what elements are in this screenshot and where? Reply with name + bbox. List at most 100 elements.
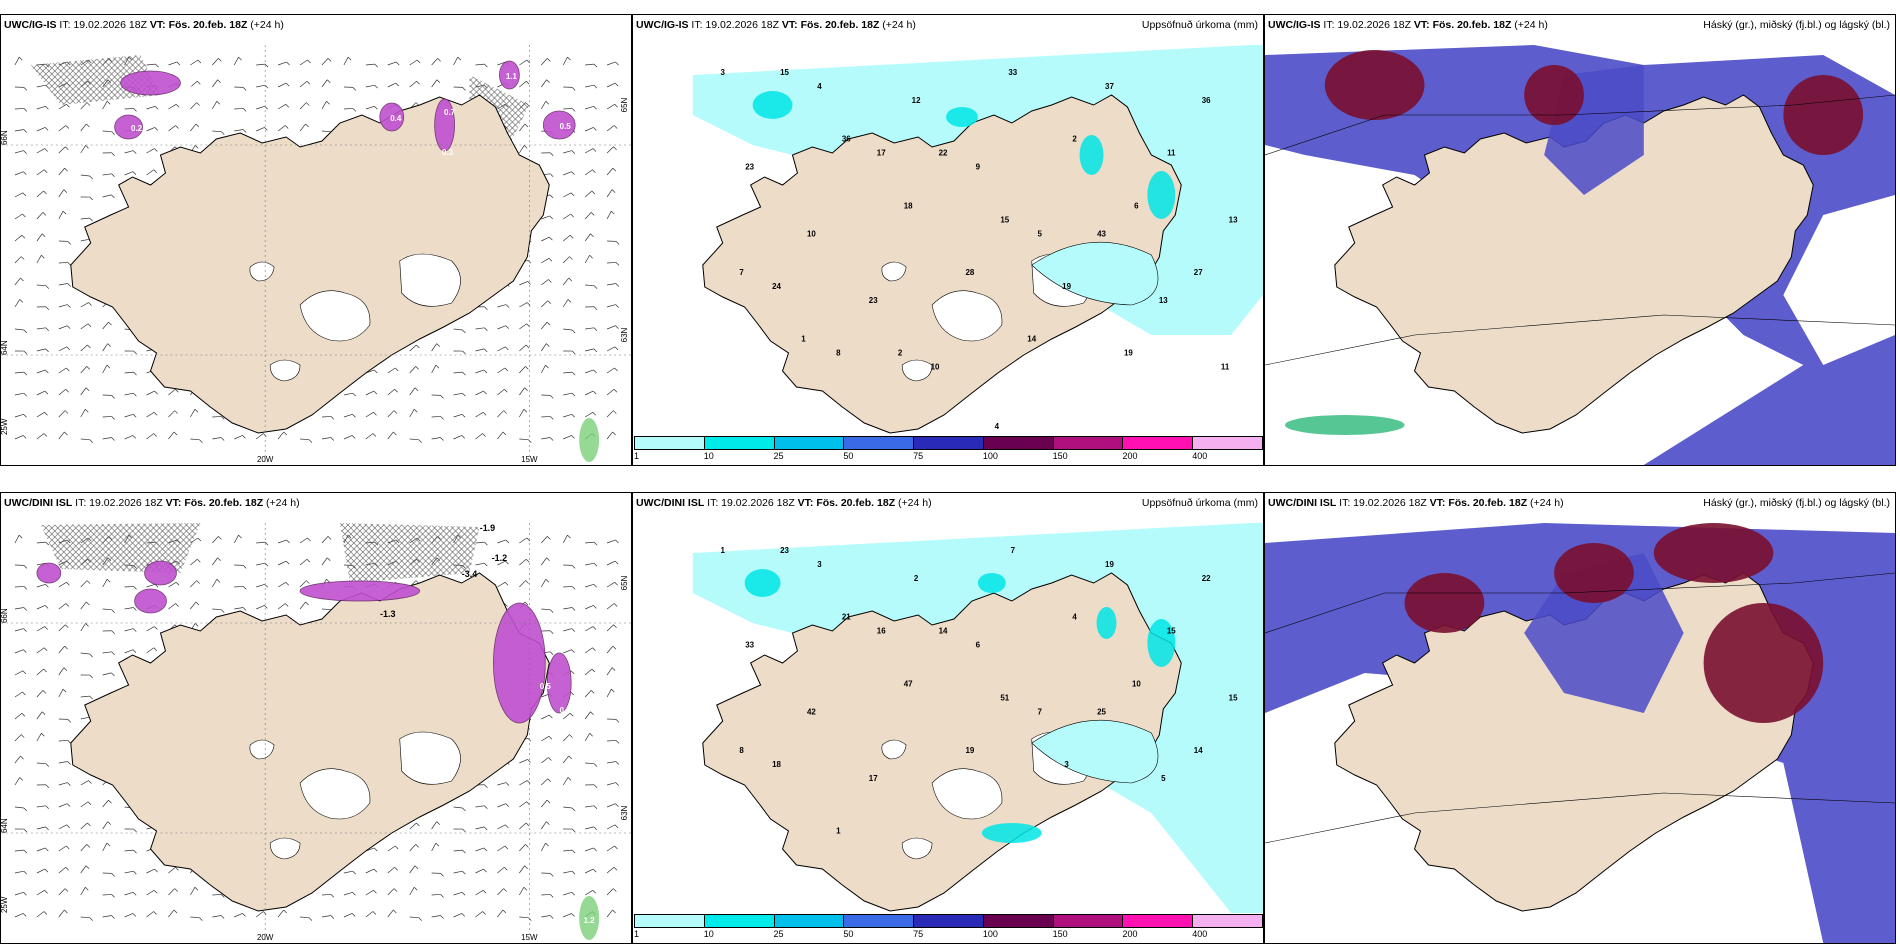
lat-label: 64N [1,340,9,355]
colorbar-tick: 200 [1122,451,1138,461]
init-time: IT: 19.02.2026 18Z [1323,19,1411,31]
valid-time: VT: Fös. 20.feb. 18Z [797,497,896,509]
colorbar-swatch [843,436,915,450]
precip-value-label: 2 [898,349,903,358]
colorbar-swatch [773,436,845,450]
colorbar-tick: 400 [1192,929,1208,939]
precip-value-label: 19 [1105,560,1114,569]
precip-value-label: 13 [1159,296,1168,305]
precip-value-label: 8 [836,349,841,358]
precip-value-label: 1 [721,546,726,555]
precip-value-label: 16 [877,627,886,636]
precip-value-label: 5 [1037,229,1042,238]
colorbar-tick: 1 [634,929,640,939]
valid-time: VT: Fös. 20.feb. 18Z [1429,497,1528,509]
precip-value-label: 15 [780,68,789,77]
lon-label: 20W [257,933,274,942]
colorbar-swatch [913,436,984,450]
colorbar-tick: 50 [843,929,854,939]
cloud-panel-dini: UWC/DINI ISL IT: 19.02.2026 18Z VT: Fös.… [1264,492,1896,944]
field-value-label: -1.9 [480,523,495,533]
field-value-label: 0.4 [390,114,402,123]
colorbar-tick: 150 [1052,451,1068,461]
precip-value-label: 36 [1202,96,1211,105]
precip-value-label: 1 [801,335,806,344]
precip-value-label: 23 [780,546,789,555]
precip-value-label: 22 [1202,574,1211,583]
colorbar-tick: 50 [843,451,854,461]
precip-value-label: 37 [1105,82,1114,91]
precip-panel-igis: UWC/IG-IS IT: 19.02.2026 18Z VT: Fös. 20… [632,14,1264,466]
colorbar-swatch [1052,436,1124,450]
panel-header: UWC/DINI ISL IT: 19.02.2026 18Z VT: Fös.… [1268,496,1892,510]
colorbar-tick: 25 [773,929,784,939]
precip-value-label: 4 [995,422,1000,431]
cloud-map [1265,513,1895,943]
lead-time: (+24 h) [266,497,300,509]
field-value-label: 0.2 [131,124,143,133]
field-value-label: 1.2 [584,916,596,925]
precip-value-label: 11 [1221,363,1230,372]
precip-value-label: 27 [1194,268,1203,277]
colorbar-swatch [843,914,915,928]
colorbar-swatch [634,914,705,928]
precip-value-label: 42 [807,707,816,716]
map-area: 1 3 2 7 19 22 23 16 6 4 15 33 21 14 7 10 15 42 47 51 25 14 18 1… [633,513,1263,913]
panel-header: UWC/IG-IS IT: 19.02.2026 18Z VT: Fös. 20… [636,18,1260,32]
field-value-label: 0.7 [560,706,572,715]
precip-value-label: 3 [721,68,726,77]
panel-header: UWC/DINI ISL IT: 19.02.2026 18Z VT: Fös.… [4,496,628,510]
precip-value-label: 2 [914,574,919,583]
colorbar-swatch [982,914,1054,928]
wind-panel-dini: UWC/DINI ISL IT: 19.02.2026 18Z VT: Fös.… [0,492,632,944]
colorbar-tick: 150 [1052,929,1068,939]
precip-value-label: 33 [1008,68,1017,77]
precip-value-label: 12 [912,96,921,105]
panel-title: Uppsöfnuð úrkoma (mm) [1141,497,1258,509]
precip-value-label: 3 [1064,760,1069,769]
precip-colorbar: 1 10 25 50 75 100 150 200 400 [634,436,1263,464]
init-time: IT: 19.02.2026 18Z [707,497,795,509]
field-value-label: 1.1 [506,72,518,81]
colorbar-tick: 400 [1192,451,1208,461]
wind-panel-igis: UWC/IG-IS IT: 19.02.2026 18Z VT: Fös. 20… [0,14,632,466]
precip-value-label: 43 [1097,229,1106,238]
lon-label: 15W [521,455,538,464]
colorbar-tick: 10 [703,929,714,939]
colorbar-tick: 100 [982,929,998,939]
valid-time: VT: Fös. 20.feb. 18Z [781,19,880,31]
precip-value-label: 23 [869,296,878,305]
lat-label: 64N [1,818,9,833]
precip-value-label: 6 [976,641,981,650]
precip-value-label: 7 [1037,707,1042,716]
init-time: IT: 19.02.2026 18Z [1339,497,1427,509]
field-value-label: 0.5 [560,122,572,131]
precip-value-label: 8 [739,746,744,755]
valid-time: VT: Fös. 20.feb. 18Z [149,19,248,31]
colorbar-swatch [1192,436,1263,450]
precip-value-label: 51 [1000,693,1009,702]
cloud-panel-igis: UWC/IG-IS IT: 19.02.2026 18Z VT: Fös. 20… [1264,14,1896,466]
precip-value-label: 10 [931,363,940,372]
colorbar-swatch [1122,436,1194,450]
map-area [1265,35,1895,465]
init-time: IT: 19.02.2026 18Z [59,19,147,31]
precip-value-label: 15 [1000,215,1009,224]
precip-value-label: 10 [1132,679,1141,688]
lead-time: (+24 h) [250,19,284,31]
colorbar-tick: 25 [773,451,784,461]
precip-value-label: 47 [904,679,913,688]
panel-title: Uppsöfnuð úrkoma (mm) [1141,19,1258,31]
lead-time: (+24 h) [1514,19,1548,31]
colorbar-swatch [773,914,845,928]
precip-value-label: 13 [1229,215,1238,224]
lead-time: (+24 h) [898,497,932,509]
model-name: UWC/DINI ISL [636,497,705,509]
map-area: 20W 15W 66N 64N 25W 65N 63N -1.9 -1.2 -3.4 -1.3 0.5… [1,513,631,943]
lat-label-right: 65N [620,575,629,590]
precip-value-label: 6 [1134,201,1139,210]
precip-value-label: 18 [904,201,913,210]
precip-value-label: 7 [1011,546,1016,555]
precip-map: 3412333736151792112336225613101815432724… [692,45,1263,434]
precip-value-label: 9 [976,163,981,172]
